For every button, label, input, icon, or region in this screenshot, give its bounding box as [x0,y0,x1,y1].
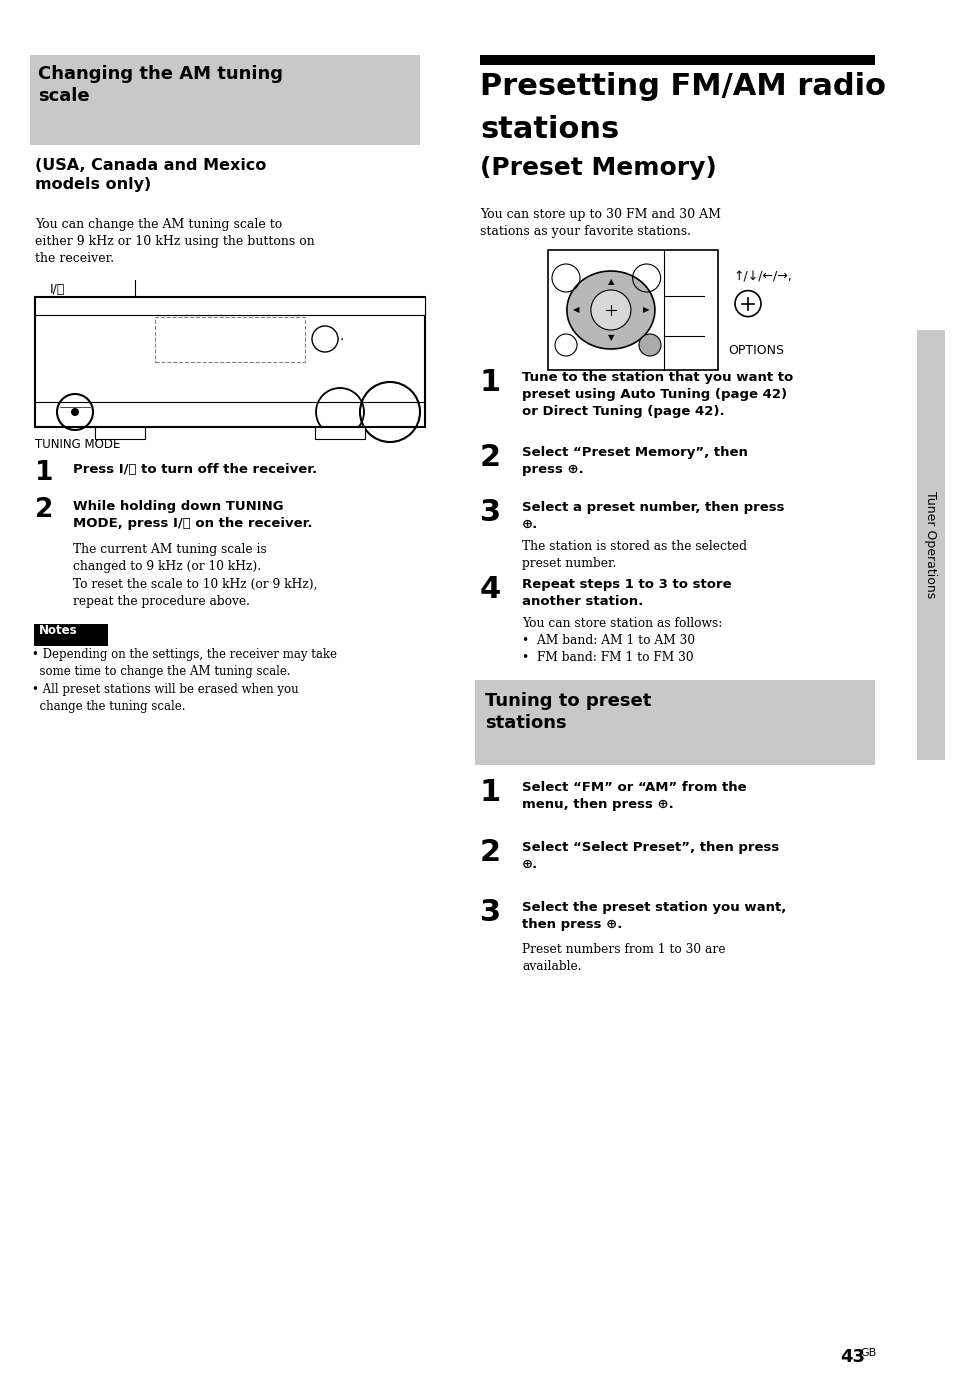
FancyBboxPatch shape [916,330,944,761]
Text: OPTIONS: OPTIONS [727,345,783,357]
Text: ▼: ▼ [607,334,614,342]
Text: ▲: ▲ [607,277,614,287]
Text: TUNING MODE: TUNING MODE [35,438,120,450]
FancyBboxPatch shape [479,55,874,65]
Text: 3: 3 [479,898,500,927]
Text: Select “Select Preset”, then press
⊕.: Select “Select Preset”, then press ⊕. [521,842,779,870]
Text: 1: 1 [479,368,500,397]
Text: Select “Preset Memory”, then
press ⊕.: Select “Preset Memory”, then press ⊕. [521,446,747,476]
Text: The station is stored as the selected
preset number.: The station is stored as the selected pr… [521,540,746,570]
Text: Preset numbers from 1 to 30 are
available.: Preset numbers from 1 to 30 are availabl… [521,943,724,973]
Text: GB: GB [859,1348,876,1358]
Text: Tuning to preset
stations: Tuning to preset stations [484,692,651,732]
FancyBboxPatch shape [35,297,424,314]
Text: ▶: ▶ [642,306,648,314]
Text: 2: 2 [479,443,500,472]
Text: Press I/⏻ to turn off the receiver.: Press I/⏻ to turn off the receiver. [73,463,316,476]
Circle shape [639,334,660,356]
Text: Tuner Operations: Tuner Operations [923,492,937,599]
Text: Tune to the station that you want to
preset using Auto Tuning (page 42)
or Direc: Tune to the station that you want to pre… [521,371,792,417]
Text: (Preset Memory): (Preset Memory) [479,157,716,180]
Text: Changing the AM tuning
scale: Changing the AM tuning scale [38,65,283,106]
Text: You can store up to 30 FM and 30 AM
stations as your favorite stations.: You can store up to 30 FM and 30 AM stat… [479,207,720,238]
FancyBboxPatch shape [314,427,365,439]
Text: Select “FM” or “AM” from the
menu, then press ⊕.: Select “FM” or “AM” from the menu, then … [521,781,746,811]
FancyBboxPatch shape [154,317,305,362]
Text: 2: 2 [479,838,500,866]
Text: 1: 1 [35,460,53,486]
Text: 4: 4 [479,575,500,604]
Text: (USA, Canada and Mexico
models only): (USA, Canada and Mexico models only) [35,158,266,192]
Text: Notes: Notes [39,623,77,637]
Text: stations: stations [479,115,618,144]
Text: You can change the AM tuning scale to
either 9 kHz or 10 kHz using the buttons o: You can change the AM tuning scale to ei… [35,218,314,265]
FancyBboxPatch shape [95,427,145,439]
Text: ·: · [339,334,344,347]
Text: Select the preset station you want,
then press ⊕.: Select the preset station you want, then… [521,901,785,931]
FancyBboxPatch shape [34,623,108,647]
Text: ↑/↓/←/→,: ↑/↓/←/→, [732,270,791,283]
Text: While holding down TUNING
MODE, press I/⏻ on the receiver.: While holding down TUNING MODE, press I/… [73,500,313,530]
Text: The current AM tuning scale is
changed to 9 kHz (or 10 kHz).
To reset the scale : The current AM tuning scale is changed t… [73,542,317,608]
Text: 2: 2 [35,497,53,523]
FancyBboxPatch shape [547,250,718,369]
FancyBboxPatch shape [35,297,424,427]
FancyBboxPatch shape [30,55,419,146]
FancyBboxPatch shape [475,680,874,765]
Text: • Depending on the settings, the receiver may take
  some time to change the AM : • Depending on the settings, the receive… [32,648,336,714]
Text: I/⏻: I/⏻ [50,283,66,297]
Text: Presetting FM/AM radio: Presetting FM/AM radio [479,71,885,102]
Text: You can store station as follows:
•  AM band: AM 1 to AM 30
•  FM band: FM 1 to : You can store station as follows: • AM b… [521,616,721,665]
Circle shape [590,290,630,330]
Text: ◀: ◀ [572,306,578,314]
Circle shape [71,408,79,416]
Text: Repeat steps 1 to 3 to store
another station.: Repeat steps 1 to 3 to store another sta… [521,578,731,608]
Ellipse shape [566,270,654,349]
Text: 3: 3 [479,498,500,527]
Text: Select a preset number, then press
⊕.: Select a preset number, then press ⊕. [521,501,783,531]
Text: 43: 43 [840,1348,864,1366]
Text: 1: 1 [479,778,500,807]
